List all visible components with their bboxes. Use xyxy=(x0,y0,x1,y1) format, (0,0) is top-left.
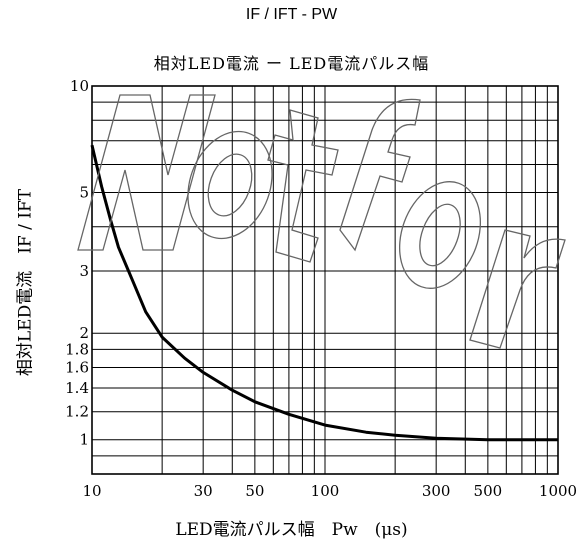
x-tick-label: 10 xyxy=(82,482,101,500)
y-tick-label: 1 xyxy=(79,431,89,449)
x-tick-label: 300 xyxy=(422,482,451,500)
y-tick-label: 2 xyxy=(79,324,89,342)
y-tick-label: 5 xyxy=(79,183,89,201)
x-tick-label: 1000 xyxy=(539,482,577,500)
y-tick-label: 1.6 xyxy=(65,359,89,377)
x-tick-label: 30 xyxy=(194,482,213,500)
x-tick-label: 100 xyxy=(311,482,340,500)
y-tick-label: 10 xyxy=(70,77,89,95)
x-tick-label: 50 xyxy=(245,482,264,500)
y-tick-label: 1.4 xyxy=(65,379,89,397)
chart-top-title: IF / IFT - PW xyxy=(245,6,338,23)
chart-title: 相対LED電流 ー LED電流パルス幅 xyxy=(153,54,430,73)
y-axis-label: 相対LED電流 IF / IFT xyxy=(15,188,36,377)
y-tick-label: 1.2 xyxy=(65,403,89,421)
x-axis-label: LED電流パルス幅 Pw (μs) xyxy=(175,520,408,540)
y-tick-label: 1.8 xyxy=(65,340,89,358)
x-tick-label: 500 xyxy=(474,482,503,500)
y-tick-label: 3 xyxy=(79,262,89,280)
